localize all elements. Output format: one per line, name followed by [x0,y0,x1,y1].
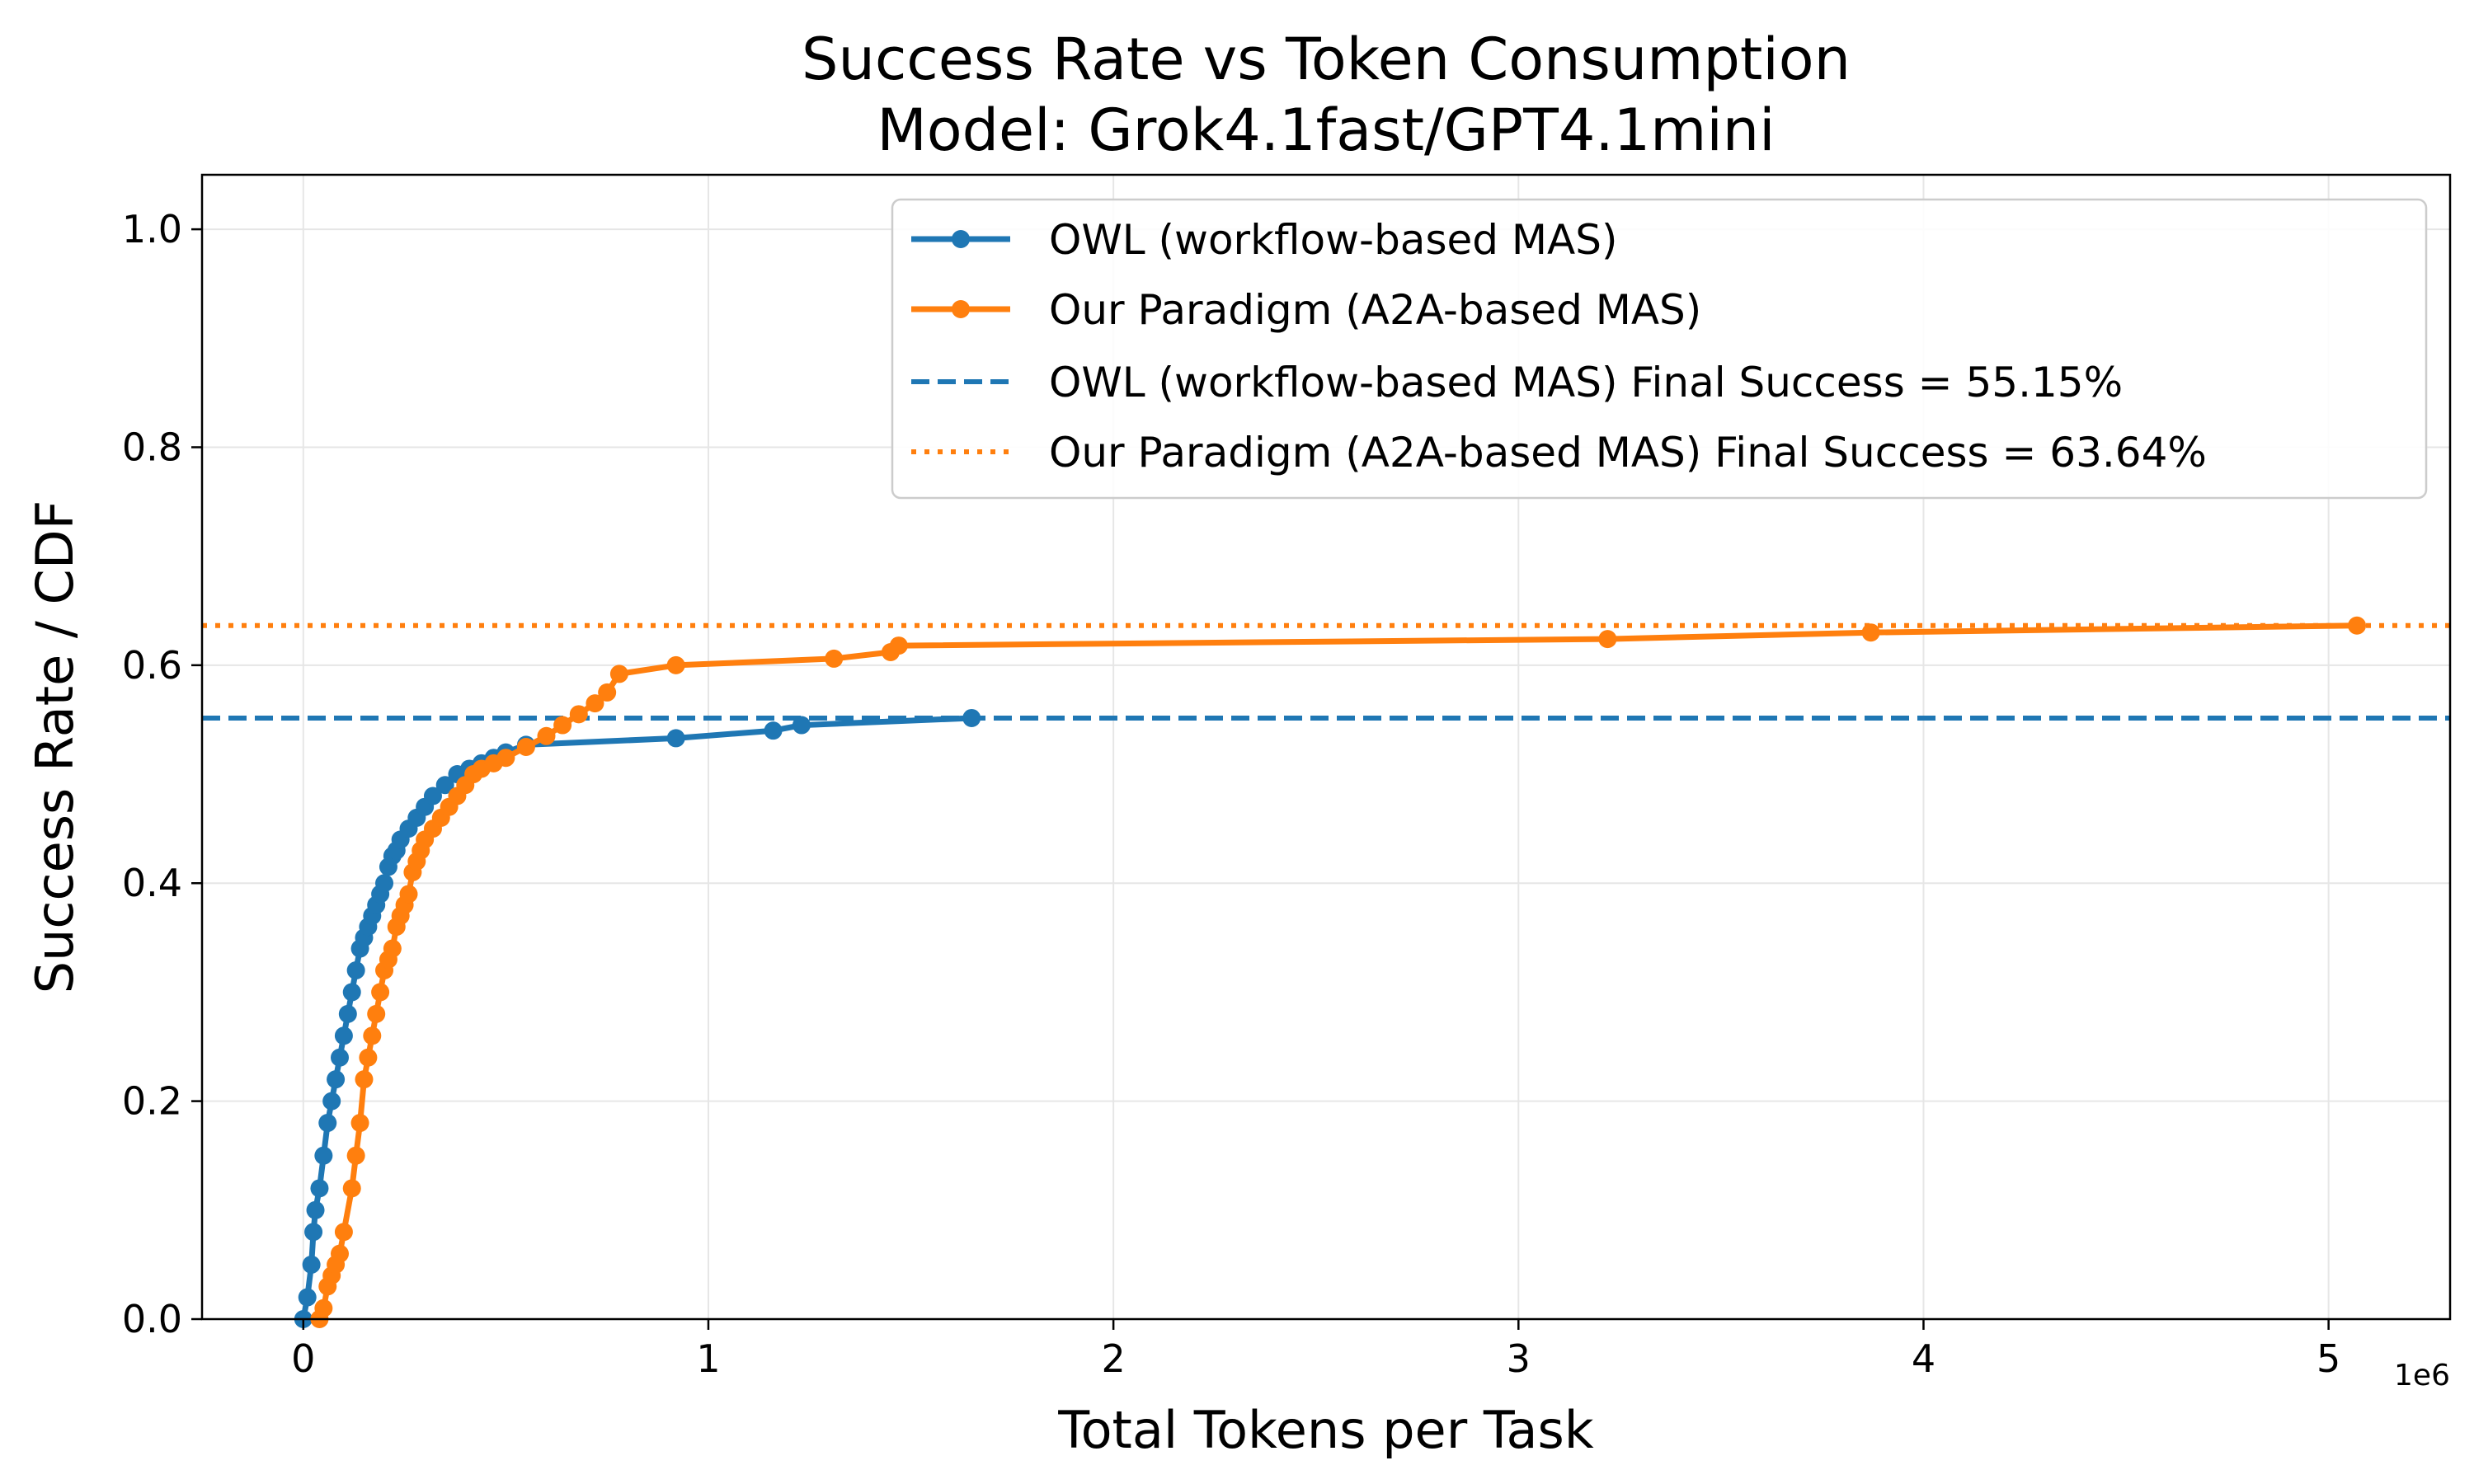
paradigm-data-point [359,1048,378,1067]
chart-subtitle: Model: Grok4.1fast/GPT4.1mini [877,96,1775,164]
owl-data-point [327,1070,346,1089]
paradigm-data-point [516,738,535,756]
paradigm-data-point [371,983,390,1002]
legend: OWL (workflow-based MAS) Our Paradigm (A… [891,198,2428,500]
paradigm-data-point [825,649,844,668]
chart-title: Success Rate vs Token Consumption [802,26,1851,93]
x-tick-label: 4 [1912,1336,1935,1381]
x-tick-label: 5 [2316,1336,2340,1381]
owl-data-point [764,721,783,740]
legend-paradigm-label: Our Paradigm (A2A-based MAS) [1049,286,1701,334]
legend-paradigm-final-label: Our Paradigm (A2A-based MAS) Final Succe… [1049,429,2207,477]
paradigm-data-point [496,749,515,768]
owl-data-point [666,729,685,748]
y-tick-label: 1.0 [122,207,182,251]
paradigm-data-point [1861,623,1880,642]
paradigm-data-point [363,1026,382,1045]
paradigm-data-point [598,683,617,702]
legend-frame [891,198,2428,500]
paradigm-data-point [889,636,908,655]
paradigm-data-point [666,655,685,674]
y-axis-label: Success Rate / CDF [25,500,85,993]
owl-data-point [375,874,394,893]
paradigm-data-point [537,726,556,745]
owl-data-point [342,983,361,1002]
owl-data-point [792,716,811,735]
legend-owl-label: OWL (workflow-based MAS) [1049,216,1617,264]
x-tick-label: 1 [696,1336,720,1381]
owl-data-point [298,1288,317,1307]
legend-owl-final-label: OWL (workflow-based MAS) Final Success =… [1049,359,2123,406]
paradigm-data-point [586,694,604,713]
x-axis-ticks: 0 1 2 3 4 5 [291,1319,2340,1381]
owl-data-point [304,1223,323,1242]
paradigm-data-point [1598,630,1617,649]
paradigm-data-point [569,705,588,724]
owl-data-point [310,1179,329,1198]
paradigm-data-point [355,1070,374,1089]
x-tick-label: 0 [291,1336,315,1381]
owl-data-point [338,1004,357,1023]
x-axis-label: Total Tokens per Task [1057,1400,1594,1460]
x-axis-offset-label: 1e6 [2394,1359,2450,1392]
series-group [294,616,2367,1328]
owl-data-point [334,1026,353,1045]
paradigm-data-point [399,885,418,904]
paradigm-data-point [367,1004,386,1023]
y-axis-ticks: 0.0 0.2 0.4 0.6 0.8 1.0 [122,207,202,1341]
x-tick-label: 3 [1507,1336,1531,1381]
paradigm-data-point [609,665,628,683]
paradigm-data-point [383,939,402,958]
owl-data-point [314,1146,333,1165]
owl-data-point [318,1114,337,1133]
paradigm-data-point [330,1244,349,1263]
paradigm-data-point [553,716,572,735]
y-tick-label: 0.4 [122,861,182,905]
owl-data-point [306,1200,325,1219]
paradigm-data-point [314,1298,333,1317]
legend-owl-marker [952,230,970,248]
x-tick-label: 2 [1101,1336,1125,1381]
owl-data-point [322,1092,341,1111]
owl-data-point [435,776,454,795]
plot-frame [200,173,2452,1321]
paradigm-data-point [350,1114,369,1133]
paradigm-data-point [334,1223,353,1242]
paradigm-data-point [2348,616,2367,635]
y-tick-label: 0.8 [122,425,182,469]
owl-data-point [302,1255,321,1274]
owl-data-point [962,708,981,727]
y-tick-label: 0.0 [122,1297,182,1341]
owl-data-point [330,1048,349,1067]
paradigm-data-point [342,1179,361,1198]
paradigm-data-point [346,1146,365,1165]
owl-data-point [423,787,442,805]
y-tick-label: 0.6 [122,643,182,688]
owl-data-point [346,960,365,979]
y-tick-label: 0.2 [122,1079,182,1124]
legend-paradigm-marker [952,300,970,318]
